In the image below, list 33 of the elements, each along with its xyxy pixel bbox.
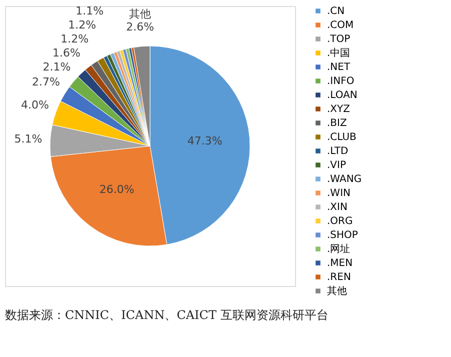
legend-label: .WIN — [327, 188, 350, 199]
legend-label: .TOP — [327, 34, 350, 45]
legend-label: .XIN — [327, 202, 348, 213]
data-label: 2.7% — [32, 75, 60, 88]
data-label: 47.3% — [187, 134, 222, 148]
legend-label: .BIZ — [327, 118, 347, 129]
legend-label: .VIP — [327, 160, 346, 171]
data-label: 26.0% — [99, 182, 134, 196]
legend-label: .CN — [327, 6, 345, 17]
legend-label: .ORG — [327, 216, 353, 227]
data-label: 1.1% — [76, 4, 104, 18]
data-label: 4.0% — [20, 98, 49, 112]
legend-label: 其他 — [327, 285, 347, 297]
legend-label: .NET — [327, 62, 351, 73]
data-label: 5.1% — [14, 132, 42, 146]
data-label: 1.2% — [68, 18, 96, 32]
legend-label: .网址 — [327, 243, 350, 255]
legend-label: .XYZ — [327, 104, 350, 115]
data-label: 1.2% — [60, 32, 89, 46]
legend-label: .CLUB — [327, 132, 357, 143]
data-label: 2.1% — [42, 60, 71, 74]
source-note: 数据来源：CNNIC、ICANN、CAICT 互联网资源科研平台 — [5, 308, 328, 322]
data-label: 其他 2.6% — [126, 7, 154, 34]
legend-label: .COM — [327, 20, 354, 31]
legend-label: .WANG — [327, 174, 362, 185]
legend-label: .LTD — [327, 146, 348, 157]
legend-label: .MEN — [327, 258, 353, 269]
legend-label: .LOAN — [327, 90, 358, 101]
legend-label: .INFO — [327, 76, 354, 87]
legend-label: .REN — [327, 272, 351, 283]
data-label: 1.6% — [52, 46, 80, 60]
legend-label: .SHOP — [327, 230, 358, 241]
legend-label: .中国 — [327, 47, 350, 59]
